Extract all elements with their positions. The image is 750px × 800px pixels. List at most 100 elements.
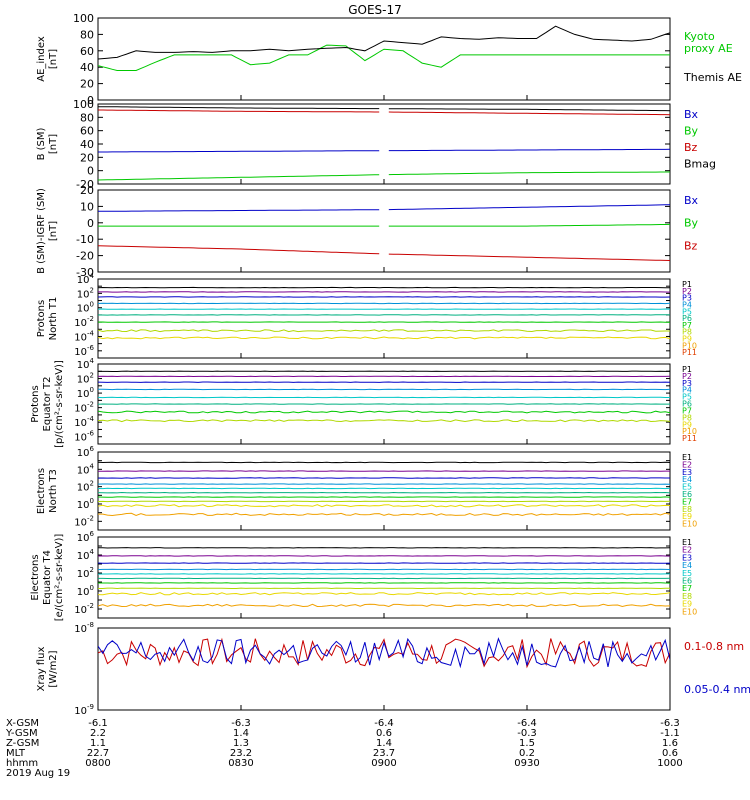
ephemeris-row-label: X-GSM xyxy=(6,718,39,729)
legend-entry: 0.1-0.8 nm xyxy=(684,640,744,653)
ephemeris-value: 0800 xyxy=(85,758,110,769)
y-tick-label: 10-2 xyxy=(74,602,94,616)
series-line xyxy=(98,148,670,153)
legend-entry: P1 xyxy=(682,280,692,289)
legend-entry: E7 xyxy=(682,584,692,593)
legend-entry: By xyxy=(684,217,699,230)
legend-entry: P3 xyxy=(682,379,692,388)
legend-entry: E3 xyxy=(682,553,692,562)
y-axis-label: [W/m2] xyxy=(48,650,59,687)
ephemeris-value: -1.1 xyxy=(660,728,680,739)
legend-entry: P11 xyxy=(682,434,697,443)
ephemeris-value: 1.6 xyxy=(662,738,678,749)
ephemeris-value: 0.2 xyxy=(519,748,535,759)
legend-entry: E8 xyxy=(682,505,692,514)
panel-xray: 10-9 10-8 Xray flux [W/m2] 0.1-0.8 nm 0.05-0.… xyxy=(36,621,750,717)
y-tick-label: 10-6 xyxy=(74,430,94,444)
legend-entry: P10 xyxy=(682,341,697,350)
series-line xyxy=(98,204,670,212)
y-tick-label: 100 xyxy=(73,12,94,25)
ephemeris-value: 0930 xyxy=(514,758,539,769)
ephemeris-value: 23.2 xyxy=(230,748,252,759)
legend-entry: P7 xyxy=(682,321,692,330)
y-tick-label: 80 xyxy=(80,28,94,41)
legend-entry: P2 xyxy=(682,372,692,381)
legend-entry: Bz xyxy=(684,239,698,252)
y-tick-label: -20 xyxy=(76,178,94,191)
legend-entry: E5 xyxy=(682,483,692,492)
legend-entry: E10 xyxy=(682,607,697,616)
legend-entry: 0.05-0.4 nm xyxy=(684,683,750,696)
y-tick-label: -20 xyxy=(76,250,94,263)
y-axis-label: B (SM) xyxy=(36,127,47,160)
y-axis-label: North T3 xyxy=(48,469,59,513)
flux-channel-line xyxy=(98,504,670,508)
legend-entry: Bx xyxy=(684,108,699,121)
ephemeris-value: -6.4 xyxy=(517,718,537,729)
y-tick-label: 10-9 xyxy=(74,703,94,717)
legend-entry: E2 xyxy=(682,460,692,469)
xray-series-line xyxy=(98,637,670,669)
y-tick-label: 0 xyxy=(87,217,94,230)
legend-entry: P4 xyxy=(682,300,692,309)
ephemeris-value: 0830 xyxy=(228,758,253,769)
legend-entry: E5 xyxy=(682,569,692,578)
y-tick-label: 20 xyxy=(80,151,94,164)
legend-entry: E9 xyxy=(682,512,692,521)
ephemeris-value: -6.4 xyxy=(374,718,394,729)
legend-entry: E1 xyxy=(682,453,692,462)
legend-entry: E4 xyxy=(682,561,692,570)
y-tick-label: 100 xyxy=(77,584,94,598)
ephemeris-row-label: MLT xyxy=(6,748,26,759)
legend-entry: P5 xyxy=(682,307,692,316)
y-tick-label: -10 xyxy=(76,233,94,246)
y-tick-label: 10-8 xyxy=(74,621,94,635)
series-line xyxy=(98,109,670,116)
ephemeris-row-label: Y-GSM xyxy=(5,728,38,739)
legend-entry: P8 xyxy=(682,413,692,422)
y-tick-label: 20 xyxy=(80,184,94,197)
legend-entry: P11 xyxy=(682,348,697,357)
ephemeris-value: 1.3 xyxy=(233,738,249,749)
ephemeris-row-label: hhmm xyxy=(6,758,38,769)
ephemeris-value: 1.5 xyxy=(519,738,535,749)
y-axis-label: B (SM)-IGRF (SM) xyxy=(36,188,47,274)
legend-entry: Bz xyxy=(684,141,698,154)
y-tick-label: 10 xyxy=(80,200,94,213)
y-tick-label: 104 xyxy=(77,272,95,286)
y-tick-label: 40 xyxy=(80,61,94,74)
ephemeris-value: 1000 xyxy=(657,758,682,769)
legend-entry: P9 xyxy=(682,335,692,344)
panel-frame xyxy=(97,451,671,531)
ephemeris-value: -6.3 xyxy=(660,718,680,729)
legend-entry: P5 xyxy=(682,393,692,402)
ephemeris-value: 0900 xyxy=(371,758,396,769)
legend-entry: E7 xyxy=(682,497,692,506)
panel-bigrf: -30 -20 -10 0 10 20 B (SM)-IGRF (SM) [nT] Bx By Bz xyxy=(36,184,699,279)
date-label: 2019 Aug 19 xyxy=(6,768,70,779)
legend-entry: P3 xyxy=(682,294,692,303)
y-tick-label: 104 xyxy=(77,548,95,562)
y-tick-label: 100 xyxy=(77,386,94,400)
y-tick-label: 40 xyxy=(80,138,94,151)
y-tick-label: 102 xyxy=(77,372,94,386)
y-tick-label: 0 xyxy=(87,165,94,178)
flux-channel-line xyxy=(98,512,670,517)
y-axis-label: [e/(cm²-s-sr-keV)] xyxy=(54,534,65,622)
legend-entry: By xyxy=(684,125,699,138)
legend-entry: P6 xyxy=(682,314,692,323)
y-tick-label: 10-2 xyxy=(74,401,94,415)
ephemeris-value: -0.3 xyxy=(517,728,537,739)
y-tick-label: 60 xyxy=(80,125,94,138)
series-line xyxy=(98,245,670,261)
ephemeris-value: 1.1 xyxy=(90,738,106,749)
y-axis-label: [nT] xyxy=(48,134,59,154)
flux-channel-line xyxy=(98,410,670,414)
legend-entry: Kyoto xyxy=(684,30,715,43)
flux-channel-line xyxy=(98,592,670,596)
